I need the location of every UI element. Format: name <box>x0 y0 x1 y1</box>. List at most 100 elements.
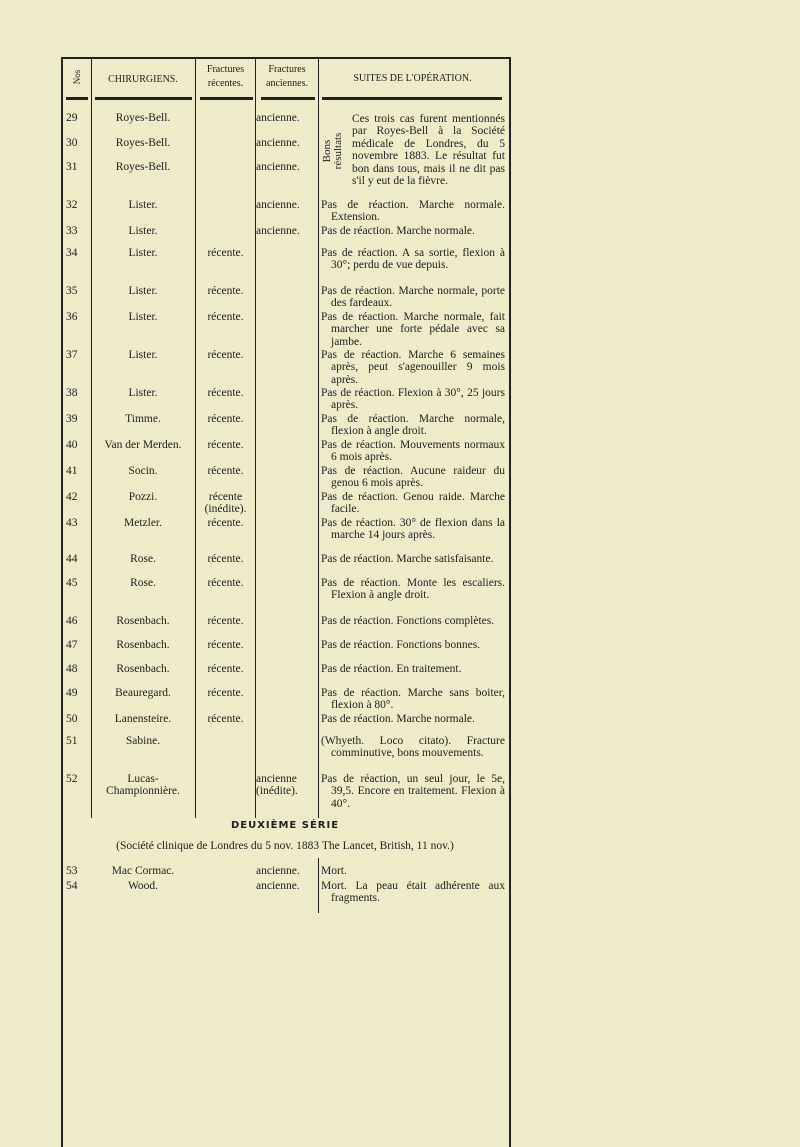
surgeon-name: Royes-Bell. <box>115 137 171 149</box>
surgeon-name: Timme. <box>125 413 161 425</box>
recent-fracture: récente. <box>207 687 244 699</box>
outcome-text: Pas de réaction. Marche 6 semaines après… <box>321 349 505 386</box>
outcome-text: Pas de réaction. Fonctions complètes. <box>321 615 495 627</box>
header-surgeons: CHIRURGIENS. <box>108 74 178 85</box>
old-fracture: ancienne. <box>256 865 300 877</box>
header-recent: Fractures récentes. <box>206 64 245 89</box>
surgeon-name: Wood. <box>127 880 159 892</box>
surgeon-name: Van der Merden. <box>104 439 182 451</box>
row-number: 39 <box>66 413 78 425</box>
surgeon-name: Lister. <box>128 349 158 361</box>
row-number: 51 <box>66 735 78 747</box>
surgeon-name: Rosenbach. <box>116 615 170 627</box>
row-number: 37 <box>66 349 78 361</box>
header-rule <box>66 97 88 100</box>
surgeon-name: Lanensteire. <box>114 713 172 725</box>
series-title: DEUXIÈME SÉRIE <box>230 820 340 831</box>
header-no: Nos <box>72 69 82 85</box>
row-number: 49 <box>66 687 78 699</box>
outcome-text: Pas de réaction. Marche normale, porte d… <box>321 285 505 310</box>
row-number: 45 <box>66 577 78 589</box>
recent-fracture: récente. <box>207 615 244 627</box>
old-fracture: ancienne (inédite). <box>256 773 298 798</box>
column-divider <box>255 58 256 818</box>
recent-fracture: récente. <box>207 349 244 361</box>
row-number: 30 <box>66 137 78 149</box>
header-rule <box>322 97 502 100</box>
surgeon-name: Rose. <box>130 577 156 589</box>
row-number: 43 <box>66 517 78 529</box>
outcome-text: Pas de réaction. Fonctions bonnes. <box>321 639 481 651</box>
surgeon-name: Sabine. <box>125 735 161 747</box>
outcome-text: Pas de réaction. Aucune raideur du genou… <box>321 465 505 490</box>
row-number: 38 <box>66 387 78 399</box>
surgeon-name: Mac Cormac. <box>111 865 175 877</box>
old-fracture: ancienne. <box>256 161 300 173</box>
old-fracture: ancienne. <box>256 880 300 892</box>
outcome-text: Pas de réaction. Marche normale. <box>321 713 475 725</box>
surgeon-name: Lister. <box>128 225 158 237</box>
outcome-text: Pas de réaction. Marche normale. <box>321 225 475 237</box>
recent-fracture: récente. <box>207 639 244 651</box>
recent-fracture: récente. <box>207 247 244 259</box>
surgeon-name: Socin. <box>128 465 158 477</box>
row-number: 33 <box>66 225 78 237</box>
recent-fracture: récente. <box>207 439 244 451</box>
row-number: 47 <box>66 639 78 651</box>
row-number: 31 <box>66 161 78 173</box>
surgeon-name: Lister. <box>128 247 158 259</box>
recent-fracture: récente. <box>207 311 244 323</box>
surgeon-name: Lister. <box>128 387 158 399</box>
row-number: 42 <box>66 491 78 503</box>
outcome-text: Pas de réaction. Marche normale, flexion… <box>321 413 505 438</box>
column-divider <box>318 858 319 913</box>
outcome-text: Pas de réaction. Genou raide. Marche fac… <box>321 491 505 516</box>
old-fracture: ancienne. <box>256 137 300 149</box>
column-divider <box>91 58 92 818</box>
surgeon-name: Metzler. <box>124 517 162 529</box>
surgeon-name: Rose. <box>130 553 156 565</box>
outcome-text: Pas de réaction. A sa sortie, flexion à … <box>321 247 505 272</box>
row-number: 48 <box>66 663 78 675</box>
row-number: 52 <box>66 773 78 785</box>
row-number: 34 <box>66 247 78 259</box>
outcome-text: Pas de réaction. En traitement. <box>321 663 462 675</box>
recent-fracture: récente. <box>207 663 244 675</box>
surgeon-name: Royes-Bell. <box>115 112 171 124</box>
outcome-text: Pas de réaction. Flexion à 30°, 25 jours… <box>321 387 505 412</box>
outcome-text: (Whyeth. Loco citato). Fracture comminut… <box>321 735 505 760</box>
outcome-text: Mort. <box>321 865 347 877</box>
header-rule <box>261 97 315 100</box>
outcome-text: Pas de réaction. Marche normale. Extensi… <box>321 199 505 224</box>
surgeon-name: Royes-Bell. <box>115 161 171 173</box>
outcome-text: Pas de réaction. Marche sans boiter, fle… <box>321 687 505 712</box>
recent-fracture: récente. <box>207 517 244 529</box>
row-number: 54 <box>66 880 78 892</box>
outcome-text: Pas de réaction. Marche normale, fait ma… <box>321 311 505 348</box>
header-rule <box>95 97 192 100</box>
row-number: 46 <box>66 615 78 627</box>
header-outcome: SUITES DE L'OPÉRATION. <box>353 73 472 84</box>
row-number: 41 <box>66 465 78 477</box>
table-frame <box>61 57 511 1147</box>
surgeon-name: Lister. <box>128 199 158 211</box>
bracket-label: Bons résultats <box>321 132 344 170</box>
recent-fracture: récente. <box>207 413 244 425</box>
row-number: 36 <box>66 311 78 323</box>
row-number: 53 <box>66 865 78 877</box>
outcome-text: Pas de réaction. Monte les escaliers. Fl… <box>321 577 505 602</box>
old-fracture: ancienne. <box>256 199 300 211</box>
recent-fracture: récente. <box>207 387 244 399</box>
old-fracture: ancienne. <box>256 112 300 124</box>
header-rule <box>200 97 253 100</box>
row-number: 44 <box>66 553 78 565</box>
outcome-text: Pas de réaction, un seul jour, le 5e, 39… <box>321 773 505 810</box>
column-divider <box>195 58 196 818</box>
recent-fracture: récente. <box>207 713 244 725</box>
row-number: 50 <box>66 713 78 725</box>
outcome-text: Pas de réaction. Mouvements normaux 6 mo… <box>321 439 505 464</box>
row-number: 40 <box>66 439 78 451</box>
recent-fracture: récente. <box>207 553 244 565</box>
surgeon-name: Lister. <box>128 285 158 297</box>
